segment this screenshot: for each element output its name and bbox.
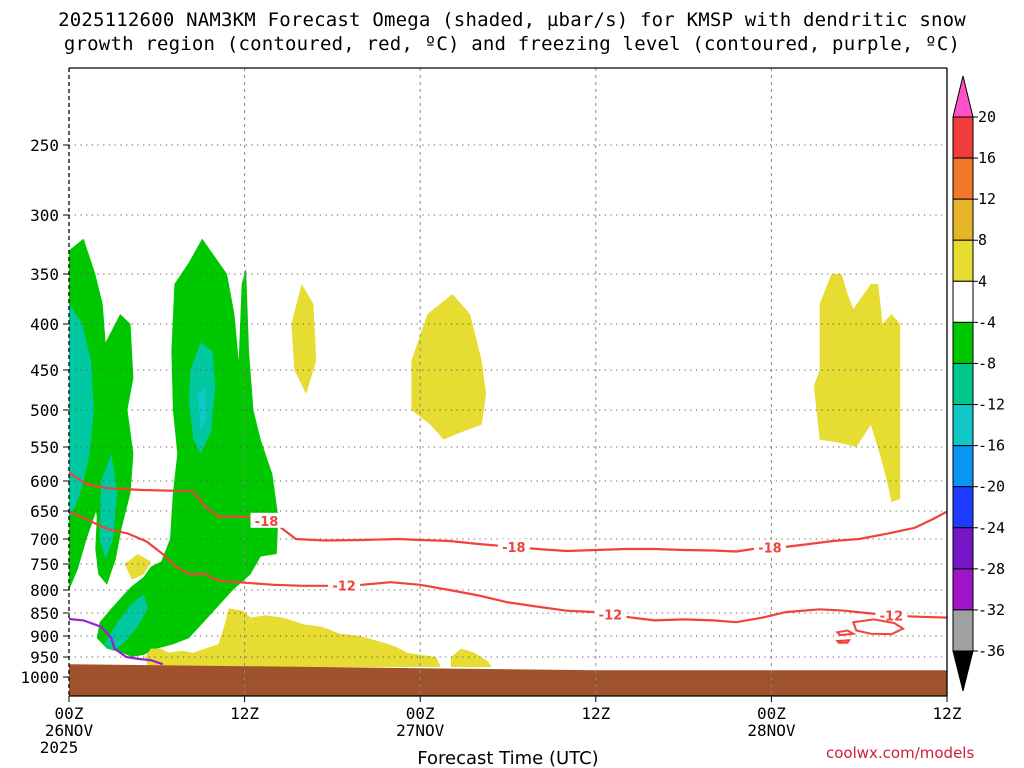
x-tick-label: 12Z [933,704,962,723]
dgz-contour-label: -18 [502,541,526,556]
y-tick-label: 300 [30,206,59,225]
omega-region-8 [124,554,151,580]
colorbar-swatch-1 [952,157,974,200]
colorbar-label: 12 [978,190,996,208]
y-tick-label: 400 [30,315,59,334]
title-line-1: 2025112600 NAM3KM Forecast Omega (shaded… [58,9,966,31]
dgz-label-bg [328,577,361,593]
x-tick-date-label: 26NOV [45,721,94,740]
y-tick-label: 850 [30,604,59,623]
x-tick-label: 12Z [230,704,259,723]
colorbar-label: -28 [978,560,1005,578]
omega-region-9 [291,284,317,394]
ground-fill [69,664,947,696]
colorbar-swatch-12 [952,609,974,652]
colorbar-top-arrow [952,75,974,118]
y-tick-label: 650 [30,502,59,521]
omega-colorbar: 20 16 12 8 4 -4 -8 -12 -16 -20 -24 -28 -32 -36 [952,75,1005,692]
ground-surface [69,664,947,696]
omega-region-12 [450,648,492,667]
omega-region-3 [99,453,118,559]
omega-region-0 [69,238,134,590]
colorbar-bottom-arrow [952,650,974,692]
y-tick-label: 250 [30,136,59,155]
x-tick-label: 00Z [55,704,84,723]
colorbar-swatch-11 [952,568,974,611]
colorbar-swatch-0 [952,116,974,159]
x-tick-year-label: 2025 [40,738,79,757]
colorbar-swatch-9 [952,486,974,529]
omega-region-4 [96,238,279,657]
dgz-contour-label: -18 [758,542,782,557]
colorbar-label: -16 [978,437,1005,455]
title-line-2: growth region (contoured, red, ºC) and f… [63,33,961,55]
colorbar-swatch-4 [952,280,974,323]
omega-region-7 [104,594,148,651]
omega-region-10 [411,294,487,440]
colorbar-swatch-5 [952,321,974,364]
colorbar-swatch-10 [952,527,974,570]
colorbar-label: 16 [978,149,996,167]
y-tick-label: 950 [30,648,59,667]
colorbar-label: -12 [978,396,1005,414]
x-tick-date-label: 28NOV [747,721,796,740]
omega-region-13 [813,274,901,502]
y-tick-label: 350 [30,265,59,284]
colorbar-label: 8 [978,231,987,249]
y-tick-label: 600 [30,472,59,491]
y-tick-label: 1000 [20,668,59,687]
omega-region-6 [197,386,207,433]
colorbar-label: 4 [978,272,987,290]
y-tick-label: 500 [30,401,59,420]
dgz-label-bg [594,606,627,622]
colorbar-label: -36 [978,642,1005,660]
omega-region-11 [145,608,441,667]
colorbar-label: -4 [978,313,996,331]
x-tick-date-label: 27NOV [396,721,445,740]
x-axis-title: Forecast Time (UTC) [417,748,598,768]
colorbar-swatch-6 [952,362,974,406]
colorbar-swatch-3 [952,239,974,282]
y-tick-label: 450 [30,361,59,380]
dgz-small-ring [835,629,857,637]
pressure-axis: 250 300 350 400 450 500 550 600 650 700 750 800 850 9… [20,136,69,687]
x-tick-label: 00Z [757,704,786,723]
chart-title: 2025112600 NAM3KM Forecast Omega (shaded… [0,8,1024,56]
colorbar-label: -20 [978,478,1005,496]
y-tick-label: 900 [30,627,59,646]
omega-shading [69,238,901,667]
dgz-label-bg [753,539,786,555]
colorbar-label: -24 [978,519,1005,537]
dgz-label-bg [497,539,530,554]
y-tick-label: 750 [30,555,59,574]
dgz-contour-label: -18 [255,515,279,530]
colorbar-label: -32 [978,601,1005,619]
colorbar-swatch-2 [952,198,974,241]
y-tick-label: 700 [30,530,59,549]
source-credit: coolwx.com/models [826,744,975,762]
y-tick-label: 800 [30,581,59,600]
colorbar-swatch-7 [952,404,974,447]
plot-frame [68,67,948,697]
dgz-loop [851,618,906,636]
dgz-label-bg [250,512,283,528]
colorbar-label: 20 [978,108,996,126]
contour-lines: -18-18 -18-12-12 -12 [68,471,948,666]
dgz-contour-1 [68,510,948,624]
dgz-small-ring [835,639,851,644]
dgz-label-bg [875,607,908,623]
colorbar-swatch-8 [952,445,974,488]
colorbar-label: -8 [978,354,996,372]
dgz-contour-label: -12 [599,608,623,623]
dgz-contour-label: -12 [332,579,356,594]
x-tick-label: 00Z [406,704,435,723]
freezing-level-contour [68,617,164,666]
gridlines [69,68,947,696]
y-tick-label: 550 [30,438,59,457]
x-tick-label: 12Z [581,704,610,723]
